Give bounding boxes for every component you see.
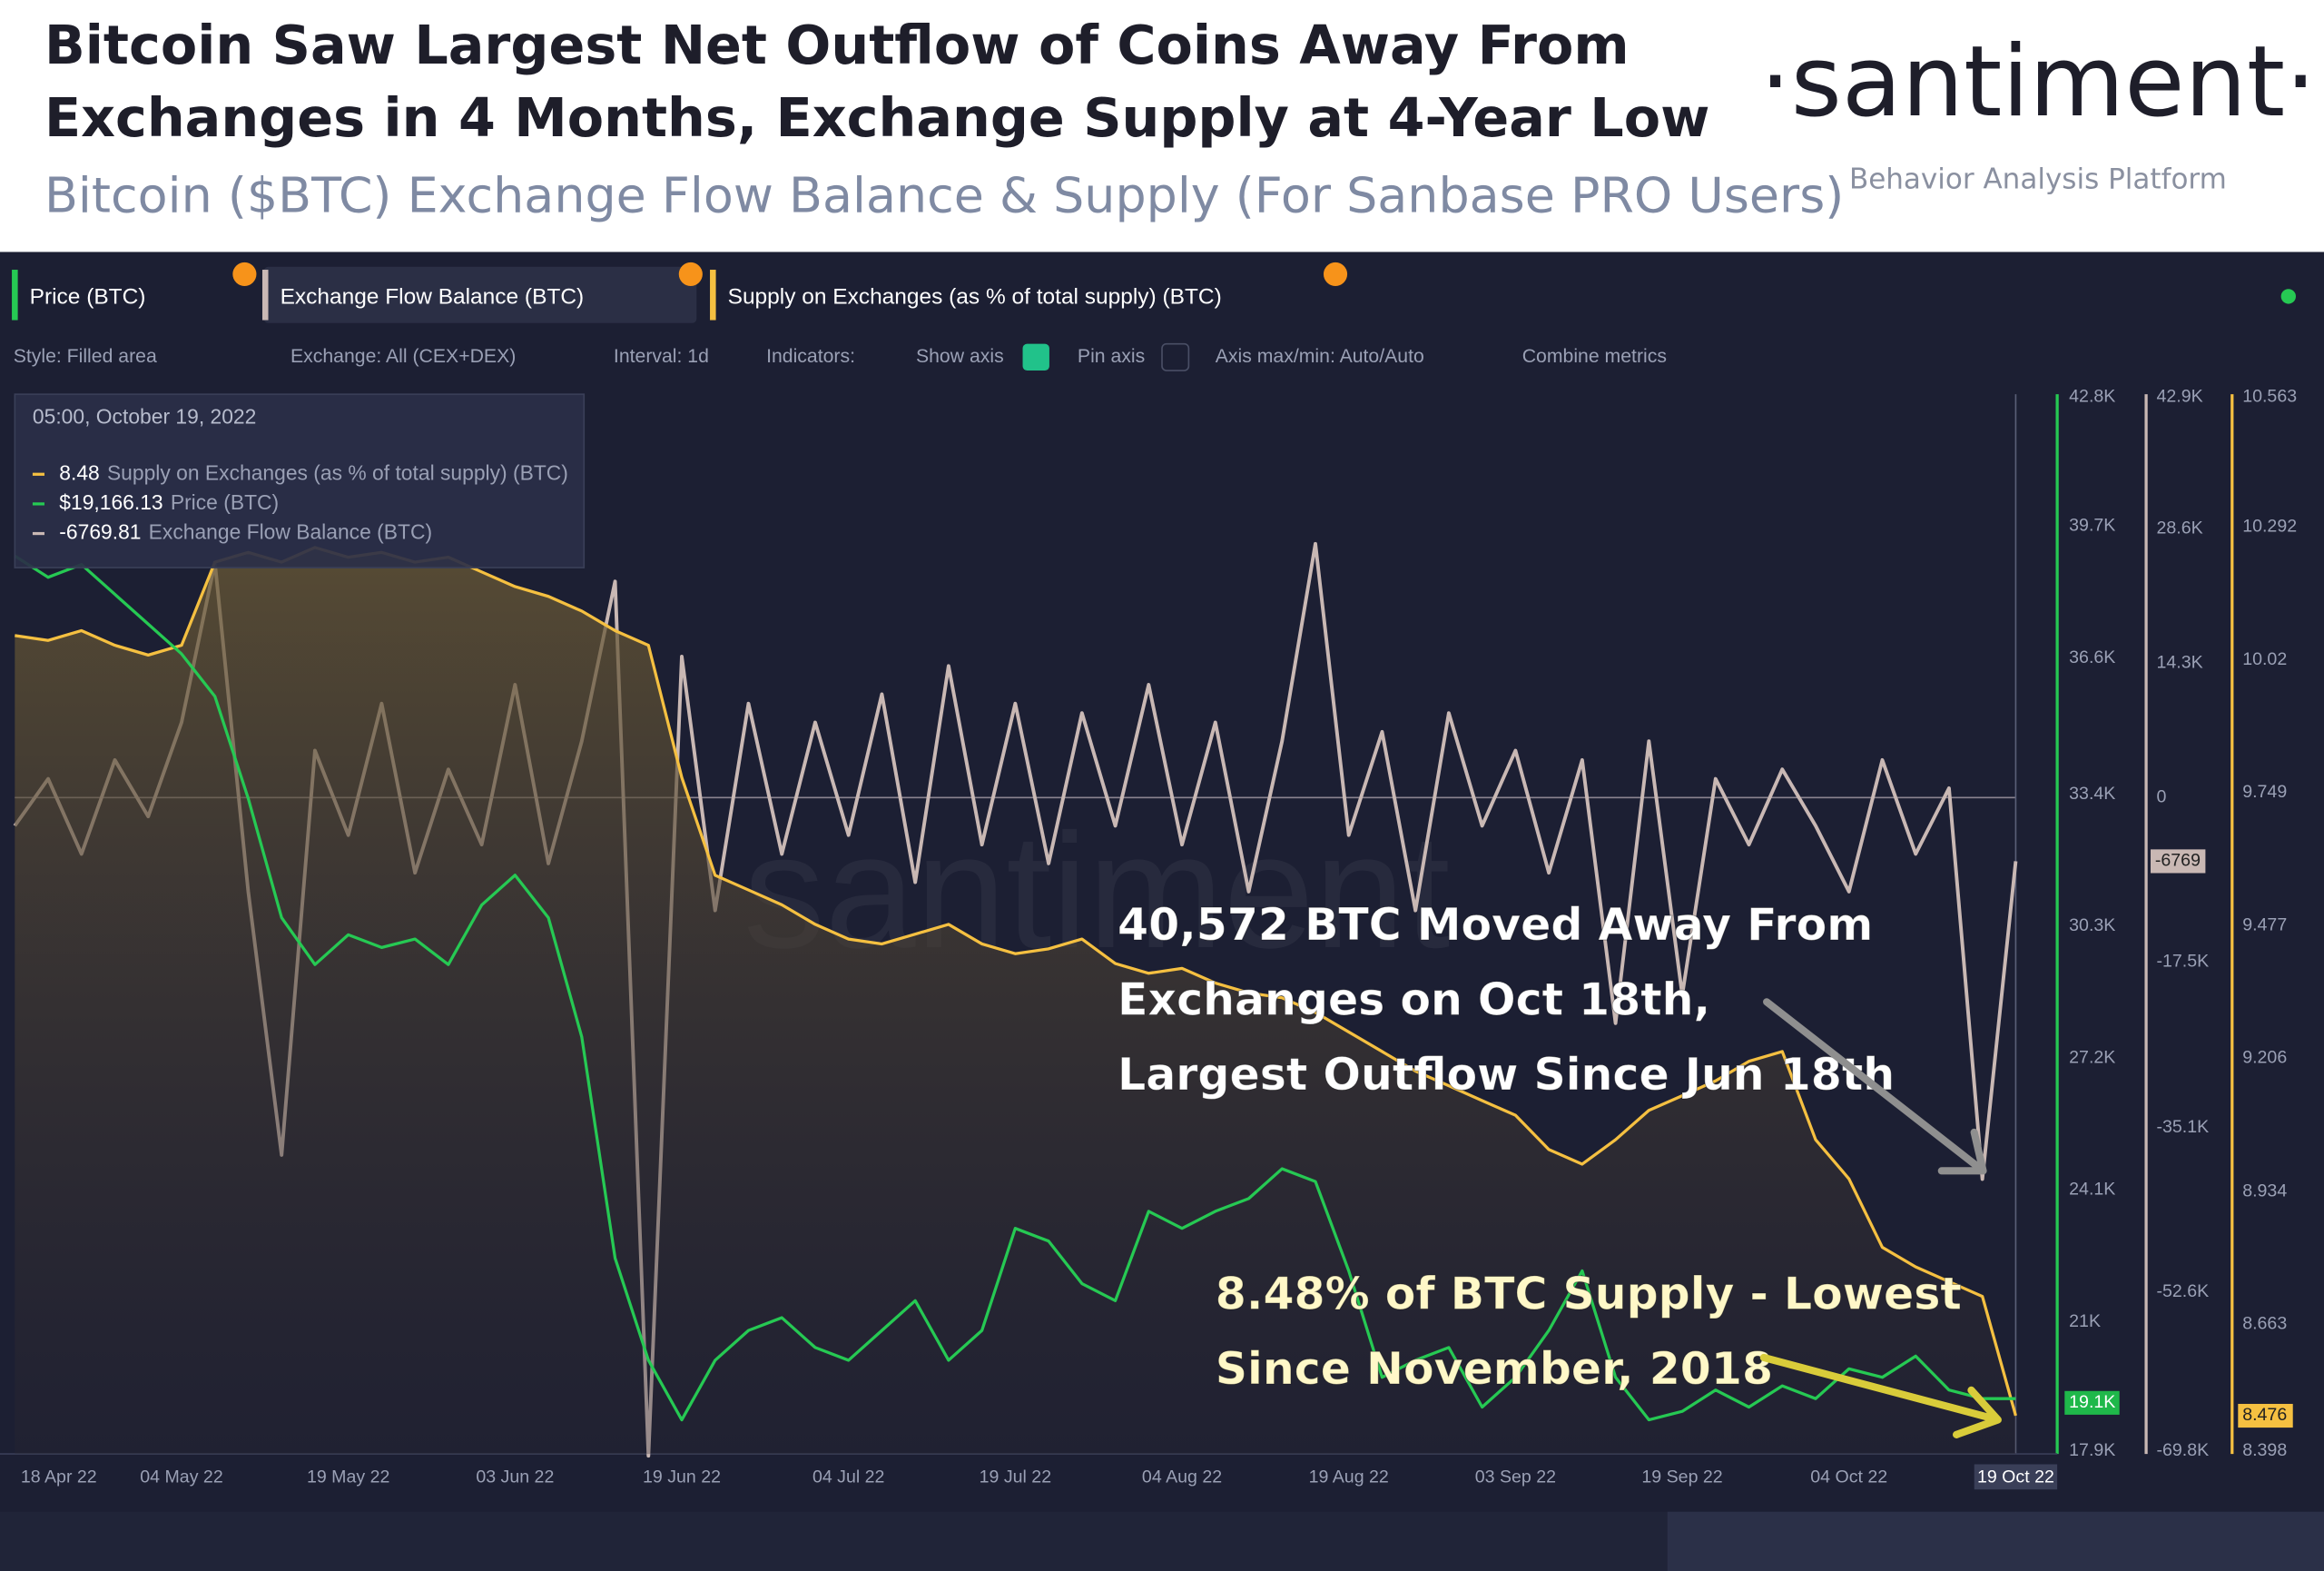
y-tick-label: 9.206: [2242, 1048, 2287, 1068]
series-area: [15, 547, 2016, 1455]
series-line: [14, 554, 2016, 1422]
x-tick-label: 04 Jul 22: [812, 1467, 884, 1487]
y-tick-label: -35.1K: [2157, 1117, 2210, 1137]
badge: [1323, 262, 1348, 286]
x-tick-label: 18 Apr 22: [21, 1467, 97, 1487]
tooltip-label: Price (BTC): [171, 490, 279, 514]
last-value-label: 8.476: [2242, 1405, 2287, 1425]
control[interactable]: Style: Filled area: [14, 346, 157, 367]
status-dot: [2280, 289, 2296, 304]
arrow: [1759, 1353, 2002, 1438]
annotation: 8.48% of BTC Supply - Lowest: [1216, 1269, 1962, 1320]
y-tick-label: 30.3K: [2069, 915, 2115, 935]
y-tick-label: 27.2K: [2069, 1047, 2115, 1067]
annotation: Largest Outflow Since Jun 18th: [1118, 1049, 1895, 1101]
y-tick-label: 39.7K: [2069, 516, 2115, 536]
annotation: Since November, 2018: [1216, 1343, 1773, 1395]
tooltip-value: 8.48: [59, 460, 99, 484]
y-tick-label: 8.398: [2242, 1440, 2287, 1460]
tab-label[interactable]: Supply on Exchanges (as % of total suppl…: [728, 285, 1222, 310]
tab-indicator: [710, 270, 716, 321]
last-value-label: -6769: [2155, 851, 2201, 871]
y-tick-label: 10.563: [2242, 387, 2297, 407]
control[interactable]: Combine metrics: [1522, 346, 1667, 367]
y-tick-label: 0: [2157, 787, 2167, 807]
badge: [232, 262, 257, 286]
x-tick-label: 19 May 22: [307, 1467, 389, 1487]
tooltip-label: Exchange Flow Balance (BTC): [149, 520, 432, 544]
badge: [678, 262, 703, 286]
x-tick-label: 19 Aug 22: [1309, 1467, 1389, 1487]
x-tick-label: 04 Oct 22: [1810, 1467, 1887, 1487]
last-value-label: 19.1K: [2069, 1392, 2115, 1412]
checkbox[interactable]: [1161, 342, 1190, 371]
annotation: Exchanges on Oct 18th,: [1118, 974, 1710, 1026]
last-value-box: [2064, 1390, 2120, 1415]
x-tick-label: 03 Sep 22: [1475, 1467, 1556, 1487]
subtitle: Bitcoin ($BTC) Exchange Flow Balance & S…: [44, 166, 1844, 223]
y-tick-label: 14.3K: [2157, 652, 2203, 672]
logo-tagline: Behavior Analysis Platform: [1849, 163, 2227, 196]
y-tick-label: 9.749: [2242, 782, 2287, 802]
tooltip-label: Supply on Exchanges (as % of total suppl…: [107, 460, 568, 484]
cursor-date-bg: [1974, 1464, 2058, 1490]
annotation: 40,572 BTC Moved Away From: [1118, 899, 1873, 951]
tab-label[interactable]: Exchange Flow Balance (BTC): [281, 285, 585, 310]
control[interactable]: Interval: 1d: [614, 346, 709, 367]
title: Exchanges in 4 Months, Exchange Supply a…: [44, 86, 1709, 149]
control[interactable]: Show axis: [916, 346, 1004, 367]
last-value-box: [2150, 849, 2206, 874]
y-tick-label: -69.8K: [2157, 1440, 2210, 1460]
title: Bitcoin Saw Largest Net Outflow of Coins…: [44, 14, 1630, 76]
tab-indicator: [261, 270, 269, 321]
tab-indicator: [12, 270, 18, 321]
tooltip-value: -6769.81: [59, 520, 141, 544]
tooltip-bg: [14, 393, 586, 568]
y-tick-label: 36.6K: [2069, 647, 2115, 667]
y-tick-label: 28.6K: [2157, 518, 2203, 538]
y-tick-label: 42.9K: [2157, 387, 2203, 407]
arrow: [1763, 998, 1987, 1175]
tooltip-time: 05:00, October 19, 2022: [33, 404, 256, 428]
tab-active[interactable]: [263, 266, 697, 323]
last-value-box: [2238, 1403, 2293, 1428]
x-tick-label: 19 Oct 22: [1977, 1467, 2054, 1487]
y-tick-label: 10.292: [2242, 516, 2297, 536]
control[interactable]: Pin axis: [1078, 346, 1145, 367]
x-tick-label: 19 Jul 22: [980, 1467, 1051, 1487]
tooltip-value: $19,166.13: [59, 490, 162, 514]
y-tick-label: 10.02: [2242, 649, 2287, 669]
x-tick-label: 04 Aug 22: [1142, 1467, 1222, 1487]
y-tick-label: 17.9K: [2069, 1440, 2115, 1460]
tab-label[interactable]: Price (BTC): [30, 285, 146, 310]
logo: ·santiment·: [1759, 25, 2316, 139]
control[interactable]: Indicators:: [766, 346, 855, 367]
y-tick-label: 8.934: [2242, 1181, 2287, 1200]
y-tick-label: 33.4K: [2069, 784, 2115, 804]
y-tick-label: 9.477: [2242, 915, 2287, 935]
y-tick-label: -17.5K: [2157, 952, 2210, 972]
y-tick-label: -52.6K: [2157, 1281, 2210, 1301]
y-tick-label: 8.663: [2242, 1313, 2287, 1333]
x-tick-label: 03 Jun 22: [476, 1467, 554, 1487]
navigator-window[interactable]: [1667, 1511, 2324, 1571]
x-tick-label: 04 May 22: [140, 1467, 222, 1487]
x-tick-label: 19 Sep 22: [1641, 1467, 1722, 1487]
control[interactable]: Axis max/min: Auto/Auto: [1216, 346, 1424, 367]
y-tick-label: 21K: [2069, 1311, 2101, 1331]
x-tick-label: 19 Jun 22: [643, 1467, 721, 1487]
y-tick-label: 42.8K: [2069, 387, 2115, 407]
checkbox[interactable]: [1022, 343, 1049, 371]
header-bg: [0, 0, 2324, 252]
control[interactable]: Exchange: All (CEX+DEX): [290, 346, 516, 367]
y-tick-label: 24.1K: [2069, 1180, 2115, 1200]
